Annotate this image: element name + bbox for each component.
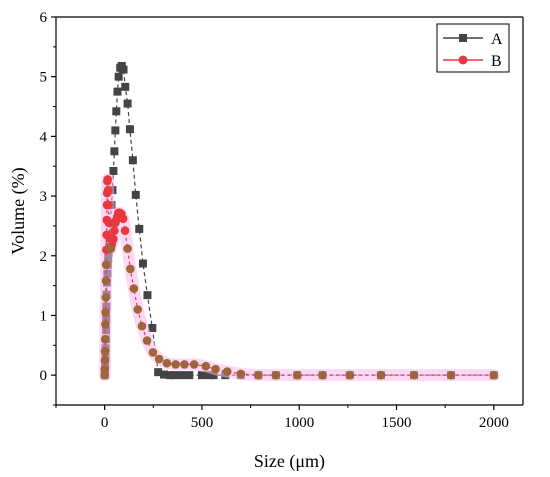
data-point-A-38 xyxy=(148,323,157,332)
data-point-B-46 xyxy=(189,360,199,369)
data-point-B-26 xyxy=(110,226,119,235)
data-point-B-3 xyxy=(100,346,110,356)
data-point-B-56 xyxy=(376,370,386,380)
legend: AB xyxy=(436,23,510,73)
data-point-B-35 xyxy=(123,244,132,253)
y-axis-title: Volume (%) xyxy=(8,167,29,254)
data-point-B-50 xyxy=(236,369,246,379)
data-point-B-25 xyxy=(109,234,118,244)
data-point-B-19 xyxy=(104,218,114,228)
x-axis-title: Size (μm) xyxy=(254,451,325,472)
x-tick-label-1500: 1500 xyxy=(382,415,412,431)
data-point-B-16 xyxy=(103,175,113,184)
legend-marker-B xyxy=(458,55,468,65)
data-point-B-43 xyxy=(162,358,172,368)
legend-label-A: A xyxy=(491,31,503,48)
y-tick-label-3: 3 xyxy=(40,189,48,205)
data-point-B-5 xyxy=(101,320,110,329)
series-B xyxy=(98,173,500,382)
data-point-A-33 xyxy=(128,156,137,165)
data-point-B-4 xyxy=(100,335,110,344)
y-tick-label-6: 6 xyxy=(40,10,48,26)
data-point-A-45 xyxy=(197,371,206,380)
data-point-B-37 xyxy=(129,284,139,293)
data-point-B-45 xyxy=(180,360,189,369)
data-point-A-24 xyxy=(112,107,121,116)
data-point-B-6 xyxy=(101,308,110,317)
data-point-B-49 xyxy=(222,367,232,376)
data-point-B-47 xyxy=(201,361,211,371)
data-point-B-18 xyxy=(104,200,113,210)
data-point-A-21 xyxy=(109,167,118,176)
data-point-B-33 xyxy=(118,214,128,224)
legend-item-B: B xyxy=(443,53,502,70)
data-point-A-47 xyxy=(209,371,218,380)
data-point-A-44 xyxy=(185,371,194,380)
x-tick-label-2000: 2000 xyxy=(479,415,509,431)
x-tick-label-0: 0 xyxy=(101,415,109,431)
data-point-B-7 xyxy=(101,293,111,302)
data-point-B-39 xyxy=(137,321,147,331)
data-point-A-43 xyxy=(177,371,186,380)
x-tick-label-500: 500 xyxy=(191,415,214,431)
y-tick-label-4: 4 xyxy=(40,129,48,145)
data-point-A-23 xyxy=(111,126,120,135)
legend-item-A: A xyxy=(443,31,503,48)
plot-area xyxy=(56,17,523,405)
data-point-B-17 xyxy=(103,185,113,195)
legend-label-B: B xyxy=(491,53,502,70)
data-point-B-9 xyxy=(101,260,111,270)
data-point-B-52 xyxy=(271,370,281,380)
data-point-B-34 xyxy=(120,226,130,235)
axes: 0 500 1000 1500 2000 0 1 2 3 4 5 6 xyxy=(40,10,524,431)
data-point-A-36 xyxy=(138,259,147,268)
data-point-A-41 xyxy=(165,371,174,380)
data-point-B-55 xyxy=(345,370,355,380)
data-point-A-34 xyxy=(131,190,140,199)
data-point-A-42 xyxy=(170,371,179,380)
legend-box xyxy=(436,23,510,73)
plot-background xyxy=(56,17,523,405)
data-point-B-41 xyxy=(148,348,158,357)
data-point-B-48 xyxy=(211,364,220,374)
data-point-A-30 xyxy=(121,82,130,91)
data-point-A-25 xyxy=(113,87,122,96)
data-point-B-1 xyxy=(100,364,110,374)
data-point-B-58 xyxy=(446,370,456,380)
x-tick-label-1000: 1000 xyxy=(284,415,314,431)
data-point-B-51 xyxy=(254,370,263,380)
data-point-A-22 xyxy=(110,147,119,156)
y-tick-label-5: 5 xyxy=(40,70,48,86)
data-point-B-36 xyxy=(126,264,135,274)
data-point-B-53 xyxy=(292,370,302,380)
data-point-A-40 xyxy=(159,370,168,379)
y-tick-label-2: 2 xyxy=(40,249,48,265)
series-layer xyxy=(98,61,500,382)
y-tick-label-1: 1 xyxy=(40,308,48,324)
data-point-B-40 xyxy=(142,336,152,345)
data-point-B-54 xyxy=(318,370,327,380)
data-point-A-39 xyxy=(154,368,163,377)
data-point-B-44 xyxy=(171,360,180,369)
data-point-B-0 xyxy=(100,370,110,380)
data-point-B-57 xyxy=(409,370,419,380)
data-point-B-2 xyxy=(100,355,110,365)
data-point-A-32 xyxy=(125,125,134,134)
data-point-A-29 xyxy=(119,65,128,74)
data-point-A-31 xyxy=(123,99,132,108)
data-point-A-37 xyxy=(143,291,152,300)
data-point-A-26 xyxy=(114,72,123,81)
data-point-B-59 xyxy=(489,370,499,380)
data-point-B-42 xyxy=(154,354,164,364)
data-point-B-38 xyxy=(133,305,143,314)
data-point-B-8 xyxy=(101,276,111,286)
y-tick-label-0: 0 xyxy=(40,368,48,384)
data-point-A-35 xyxy=(135,224,144,233)
legend-marker-A xyxy=(459,34,467,42)
